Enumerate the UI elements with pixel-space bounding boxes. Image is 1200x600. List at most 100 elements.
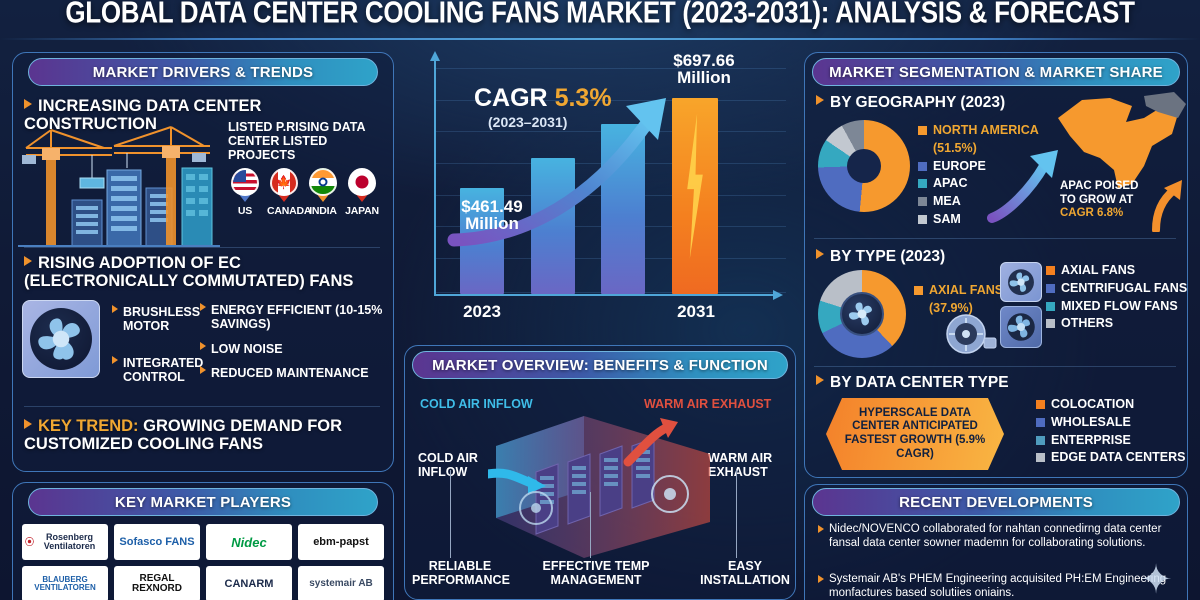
pin-canada[interactable]: 🍁 CANADA bbox=[267, 168, 312, 217]
pins-caption: LISTED P.RISING DATA CENTER LISTED PROJE… bbox=[228, 120, 366, 162]
apac-note: APAC POISED TO GROW AT CAGR 6.8% bbox=[1060, 180, 1139, 220]
bullet-triangle-icon bbox=[24, 256, 32, 266]
pin-tail bbox=[355, 193, 369, 202]
logo-nidec[interactable]: Nidec bbox=[206, 524, 292, 560]
legend-item: COLOCATION bbox=[1036, 396, 1186, 414]
cagr-annotation: CAGR 5.3% bbox=[474, 84, 612, 113]
legend-label: CENTRIFUGAL FANS bbox=[1061, 280, 1188, 295]
benefit-3: EASY INSTALLATION bbox=[700, 559, 790, 587]
driver-2: RISING ADOPTION OF EC (ELECTRONICALLY CO… bbox=[24, 254, 384, 291]
ec-right-0: ENERGY EFFICIENT (10-15% SAVINGS) bbox=[211, 303, 383, 332]
logo-label: Nidec bbox=[231, 534, 267, 550]
geography-donut-chart bbox=[818, 120, 910, 212]
legend-swatch bbox=[1036, 453, 1045, 463]
warm-air-arrow-icon bbox=[623, 418, 678, 467]
bullet-triangle-icon bbox=[200, 303, 206, 311]
logo-canarm[interactable]: CANARM bbox=[206, 566, 292, 600]
divider bbox=[24, 406, 380, 407]
logo-grid: ⦿ Rosenberg Ventilatoren Sofasco FANS Nid… bbox=[22, 524, 386, 600]
start-value: $461.49 bbox=[461, 197, 523, 216]
title-divider bbox=[0, 38, 1200, 40]
legend-swatch bbox=[1046, 301, 1055, 311]
legend-item: APAC bbox=[918, 175, 1039, 193]
market-segmentation-pill: MARKET SEGMENTATION & MARKET SHARE bbox=[812, 58, 1180, 86]
market-growth-chart: CAGR 5.3% (2023–2031) $461.49 Million $6… bbox=[404, 46, 796, 338]
pin-india[interactable]: INDIA bbox=[306, 168, 340, 217]
legend-item: CENTRIFUGAL FANS bbox=[1046, 280, 1187, 298]
key-trend: KEY TREND: GROWING DEMAND FOR CUSTOMIZED… bbox=[24, 417, 380, 454]
pin-tail bbox=[316, 193, 330, 202]
canada-flag-icon: 🍁 bbox=[270, 168, 298, 196]
legend-share: (51.5%) bbox=[933, 140, 977, 155]
legend-item: WHOLESALE bbox=[1036, 414, 1186, 432]
logo-sofasco[interactable]: Sofasco FANS bbox=[114, 524, 200, 560]
legend-item: NORTH AMERICA (51.5%) bbox=[918, 122, 1039, 158]
pin-japan[interactable]: JAPAN bbox=[345, 168, 379, 217]
cagr-period: (2023–2031) bbox=[488, 114, 568, 130]
pin-india-label: INDIA bbox=[309, 205, 337, 217]
legend-swatch bbox=[1046, 319, 1055, 329]
legend-label: ENTERPRISE bbox=[1051, 432, 1131, 447]
axial-fan-icon-1 bbox=[1000, 262, 1042, 302]
legend-item: MEA bbox=[918, 193, 1039, 211]
growth-arrow-icon bbox=[447, 98, 666, 247]
apac-small-arrow-icon bbox=[1152, 180, 1182, 232]
ec-benefits-left: BRUSHLESS MOTOR INTEGRATED CONTROL bbox=[112, 305, 203, 395]
india-flag-icon bbox=[309, 168, 337, 196]
bullet-triangle-icon bbox=[200, 341, 206, 350]
fan-hub bbox=[30, 308, 92, 370]
ec-left-0: BRUSHLESS MOTOR bbox=[123, 305, 201, 334]
logo-blauberg[interactable]: BLAUBERG VENTILATOREN bbox=[22, 566, 108, 600]
logo-ebm-papst[interactable]: ebm-papst bbox=[298, 524, 384, 560]
recent-item-2-text: Systemair AB's PHEM Engineering acquisit… bbox=[829, 573, 1167, 600]
legend-item: ENTERPRISE bbox=[1036, 432, 1186, 450]
logo-regal-rexnord[interactable]: REGAL REXNORD bbox=[114, 566, 200, 600]
legend-swatch bbox=[918, 161, 927, 171]
logo-rosenberg[interactable]: ⦿ Rosenberg Ventilatoren bbox=[22, 524, 108, 560]
x-axis bbox=[434, 290, 783, 300]
legend-label: NORTH AMERICA bbox=[933, 123, 1039, 137]
geography-legend: NORTH AMERICA (51.5%) EUROPE APAC MEA SAM bbox=[918, 122, 1039, 229]
datacenter-airflow-illustration bbox=[488, 416, 710, 558]
pin-canada-label: CANADA bbox=[267, 205, 312, 217]
logo-systemair[interactable]: systemair AB bbox=[298, 566, 384, 600]
legend-item: EDGE DATA CENTERS bbox=[1036, 449, 1186, 467]
warm-air-exhaust-top-label: WARM AIR EXHAUST bbox=[644, 397, 772, 411]
pin-us-label: US bbox=[237, 205, 253, 217]
bullet-triangle-icon bbox=[24, 419, 32, 429]
bullet-triangle-icon bbox=[200, 366, 206, 375]
driver-1: INCREASING DATA CENTER CONSTRUCTION bbox=[24, 97, 380, 134]
ec-right-2: REDUCED MAINTENANCE bbox=[211, 366, 369, 381]
pin-japan-label: JAPAN bbox=[345, 205, 379, 217]
pin-us[interactable]: US bbox=[228, 168, 262, 217]
end-value-label: $697.66 Million bbox=[654, 52, 754, 87]
legend-item: MIXED FLOW FANS bbox=[1046, 298, 1187, 316]
north-america-map-icon bbox=[1058, 92, 1186, 188]
ec-left-1: INTEGRATED CONTROL bbox=[123, 355, 204, 385]
by-dc-type-legend: COLOCATION WHOLESALE ENTERPRISE EDGE DAT… bbox=[1036, 396, 1186, 467]
fan-blades-icon bbox=[38, 318, 80, 360]
bullet-triangle-icon bbox=[24, 99, 32, 109]
ec-benefit-item: BRUSHLESS MOTOR bbox=[112, 305, 200, 334]
benefit-2: EFFECTIVE TEMP MANAGEMENT bbox=[542, 559, 650, 587]
legend-swatch bbox=[1046, 266, 1055, 275]
by-type-lead-label: AXIAL FANS (37.9%) bbox=[914, 282, 1003, 318]
legend-item: EUROPE bbox=[918, 158, 1039, 176]
divider bbox=[24, 247, 380, 248]
cold-air-arrow-icon bbox=[488, 468, 546, 494]
ec-benefit-item: INTEGRATED CONTROL bbox=[112, 355, 203, 385]
key-trend-text: GROWING DEMAND FOR CUSTOMIZED COOLING FA… bbox=[24, 417, 343, 453]
us-flag-icon bbox=[231, 168, 259, 196]
market-drivers-pill: MARKET DRIVERS & TRENDS bbox=[28, 58, 378, 86]
end-value: $697.66 bbox=[673, 51, 735, 70]
warm-air-exhaust-side-label: WARM AIR EXHAUST bbox=[708, 451, 773, 479]
legend-label: EDGE DATA CENTERS bbox=[1051, 450, 1186, 465]
logo-label: REGAL REXNORD bbox=[131, 573, 182, 594]
legend-item: SAM bbox=[918, 211, 1039, 229]
legend-item: OTHERS bbox=[1046, 315, 1187, 333]
x-tick-2023: 2023 bbox=[463, 302, 501, 321]
legend-item: AXIAL FANS bbox=[1046, 262, 1187, 280]
logo-label: CANARM bbox=[224, 577, 274, 590]
apac-growth-arrow-icon bbox=[987, 150, 1058, 223]
